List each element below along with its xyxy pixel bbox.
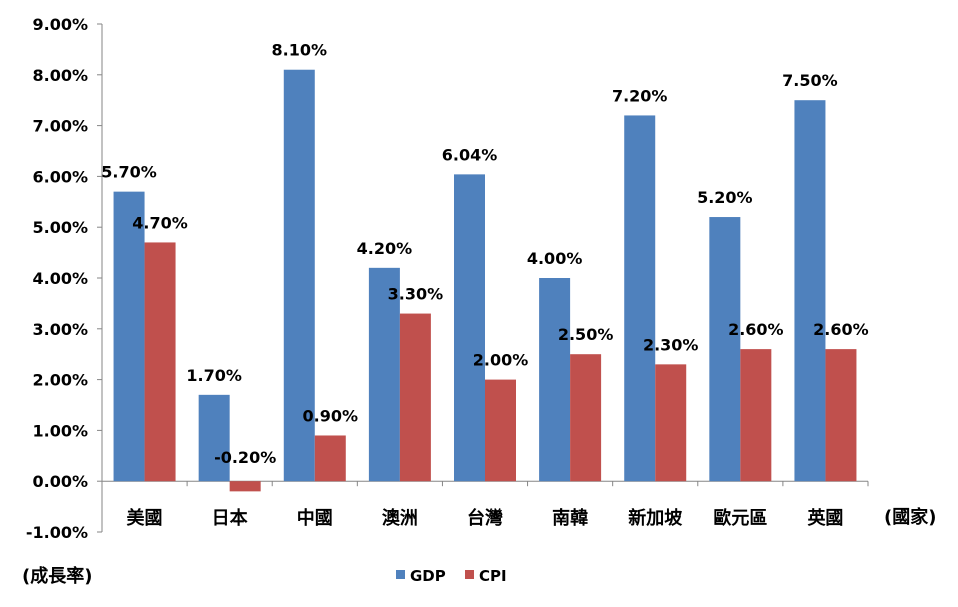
category-label: 美國 — [127, 507, 163, 529]
data-label-cpi: -0.20% — [214, 448, 276, 467]
bar-gdp — [198, 394, 230, 482]
bar-cpi — [740, 349, 772, 482]
y-tick-label: 1.00% — [32, 421, 88, 440]
bar-gdp — [283, 69, 315, 482]
data-label-cpi: 2.50% — [558, 325, 614, 344]
bar-cpi — [144, 242, 176, 482]
bar-gdp — [113, 191, 145, 482]
bar-cpi — [570, 354, 602, 482]
category-labels: 美國 日本 中國 澳洲 台灣 南韓 新加坡 歐元區 英國 — [127, 507, 844, 529]
bar-cpi — [485, 379, 516, 482]
data-label-cpi: 2.60% — [813, 320, 869, 339]
legend-swatch-gdp — [396, 570, 405, 579]
y-tick-label: 0.00% — [32, 472, 88, 491]
data-label-gdp: 7.20% — [612, 86, 668, 105]
category-label: 英國 — [806, 507, 843, 529]
x-axis-unit-label: (國家) — [884, 506, 936, 528]
data-label-cpi: 2.00% — [473, 351, 529, 370]
legend-swatch-cpi — [465, 570, 474, 579]
data-label-gdp: 5.20% — [697, 188, 753, 207]
bar-gdp — [709, 217, 741, 482]
y-axis-unit-label: (成長率) — [22, 565, 92, 587]
category-label: 日本 — [212, 507, 248, 529]
bar-gdp — [794, 100, 826, 482]
bar-gdp — [454, 174, 485, 482]
category-label: 澳洲 — [382, 507, 418, 529]
category-label: 歐元區 — [713, 507, 767, 529]
data-label-cpi: 2.60% — [728, 320, 784, 339]
data-label-gdp: 4.20% — [357, 239, 413, 258]
y-tick-label: 6.00% — [32, 167, 88, 186]
data-label-cpi: 3.30% — [388, 285, 444, 304]
bar-gdp — [624, 115, 656, 482]
y-tick-label: 3.00% — [32, 320, 88, 339]
category-label: 台灣 — [467, 507, 503, 529]
bar-cpi — [229, 481, 261, 492]
data-label-gdp: 5.70% — [101, 163, 157, 182]
y-tick-label: 9.00% — [32, 15, 88, 34]
data-label-gdp: 6.04% — [442, 145, 498, 164]
y-tick-label: 8.00% — [32, 66, 88, 85]
bar-gdp — [539, 278, 571, 482]
data-label-cpi: 2.30% — [643, 335, 699, 354]
data-label-cpi: 4.70% — [132, 213, 188, 232]
x-axis — [101, 480, 869, 487]
y-tick-label: 5.00% — [32, 218, 88, 237]
category-label: 新加坡 — [628, 507, 683, 529]
data-label-gdp: 8.10% — [272, 41, 328, 60]
category-label: 南韓 — [552, 507, 588, 529]
bar-cpi — [399, 313, 431, 482]
y-tick-label: 7.00% — [32, 117, 88, 136]
data-labels: 5.70% 4.70% 1.70% -0.20% 8.10% 0.90% 4.20% 3.30… — [101, 41, 868, 467]
legend-label-gdp: GDP — [410, 567, 446, 585]
y-tick-label: -1.00% — [26, 523, 88, 542]
data-label-gdp: 1.70% — [186, 366, 242, 385]
bar-cpi — [655, 364, 687, 482]
legend: GDP CPI — [396, 567, 507, 585]
bar-cpi — [314, 435, 346, 482]
data-label-gdp: 4.00% — [527, 249, 583, 268]
bars — [113, 69, 857, 492]
data-label-cpi: 0.90% — [303, 406, 359, 425]
bar-gdp — [368, 267, 400, 482]
y-tick-label: 4.00% — [32, 269, 88, 288]
bar-cpi — [825, 349, 857, 482]
legend-label-cpi: CPI — [479, 567, 507, 585]
y-tick-label: 2.00% — [32, 371, 88, 390]
category-label: 中國 — [297, 507, 333, 529]
y-axis: 9.00% 8.00% 7.00% 6.00% 5.00% 4.00% 3.00% 2.00%… — [26, 15, 103, 542]
data-label-gdp: 7.50% — [782, 71, 838, 90]
